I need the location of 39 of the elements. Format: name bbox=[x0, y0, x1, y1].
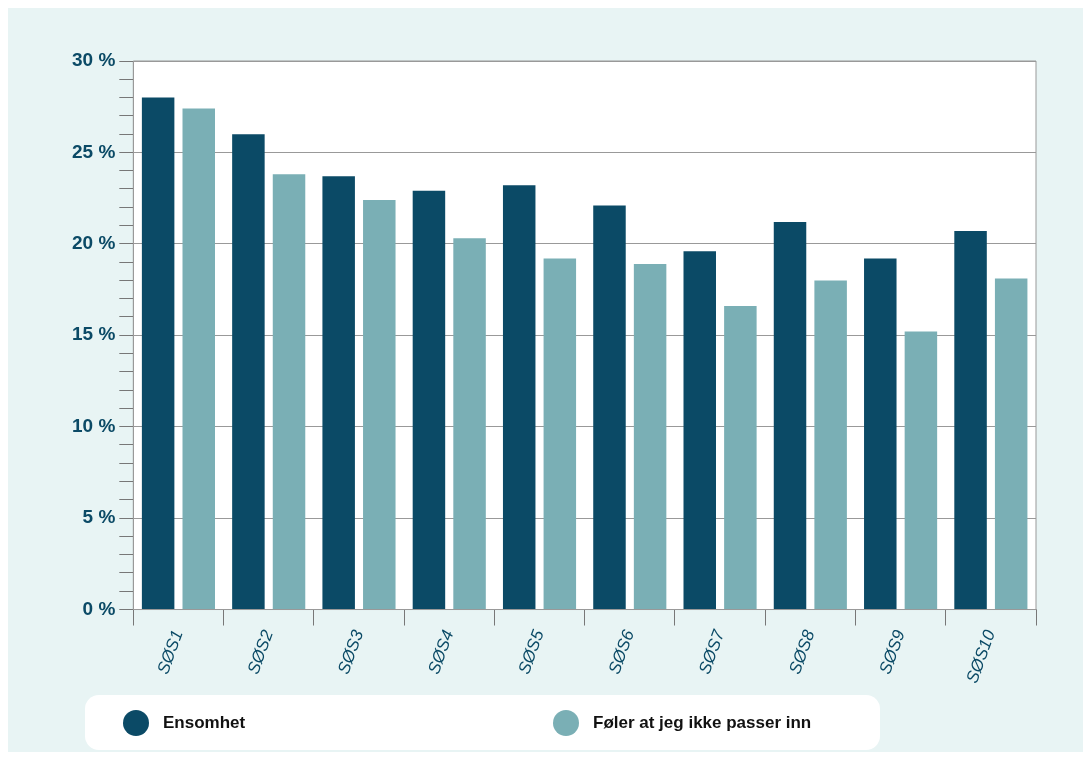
x-tick-label: SØS1 bbox=[153, 627, 187, 677]
bar bbox=[453, 238, 486, 610]
y-tick-label: 0 % bbox=[82, 597, 116, 619]
bar bbox=[773, 221, 807, 610]
legend-label: Ensomhet bbox=[163, 712, 246, 733]
x-tick-label: SØS2 bbox=[243, 626, 278, 677]
y-tick-label: 30 % bbox=[71, 49, 116, 71]
x-tick-label: SØS6 bbox=[604, 626, 639, 677]
bar bbox=[954, 231, 987, 610]
bar bbox=[543, 258, 577, 610]
bar bbox=[904, 331, 938, 610]
bar bbox=[182, 108, 215, 610]
x-tick-label: SØS10 bbox=[962, 626, 1000, 686]
y-tick-label: 10 % bbox=[71, 414, 116, 436]
bar bbox=[724, 306, 757, 610]
x-tick-label: SØS3 bbox=[333, 626, 368, 677]
bar bbox=[814, 280, 847, 610]
x-tick-label: SØS8 bbox=[785, 626, 819, 677]
bar bbox=[363, 199, 396, 610]
y-tick-label: 25 % bbox=[71, 140, 116, 162]
x-tick-label: SØS7 bbox=[694, 626, 729, 677]
x-tick-label: SØS9 bbox=[875, 626, 909, 677]
x-tick-label: SØS5 bbox=[514, 626, 548, 677]
bar bbox=[593, 205, 626, 610]
bar bbox=[322, 176, 355, 610]
bar bbox=[864, 258, 897, 610]
x-tick-label: SØS4 bbox=[424, 627, 458, 677]
bar bbox=[412, 190, 446, 610]
bar bbox=[141, 97, 175, 610]
y-tick-label: 15 % bbox=[71, 323, 116, 345]
bar bbox=[502, 185, 536, 610]
bar bbox=[683, 251, 716, 610]
y-tick-label: 5 % bbox=[82, 506, 116, 528]
legend-label: Føler at jeg ikke passer inn bbox=[593, 712, 812, 733]
bar bbox=[272, 174, 306, 610]
bar bbox=[633, 263, 667, 610]
bar bbox=[994, 278, 1028, 610]
bar bbox=[232, 134, 265, 610]
y-tick-label: 20 % bbox=[71, 232, 116, 254]
